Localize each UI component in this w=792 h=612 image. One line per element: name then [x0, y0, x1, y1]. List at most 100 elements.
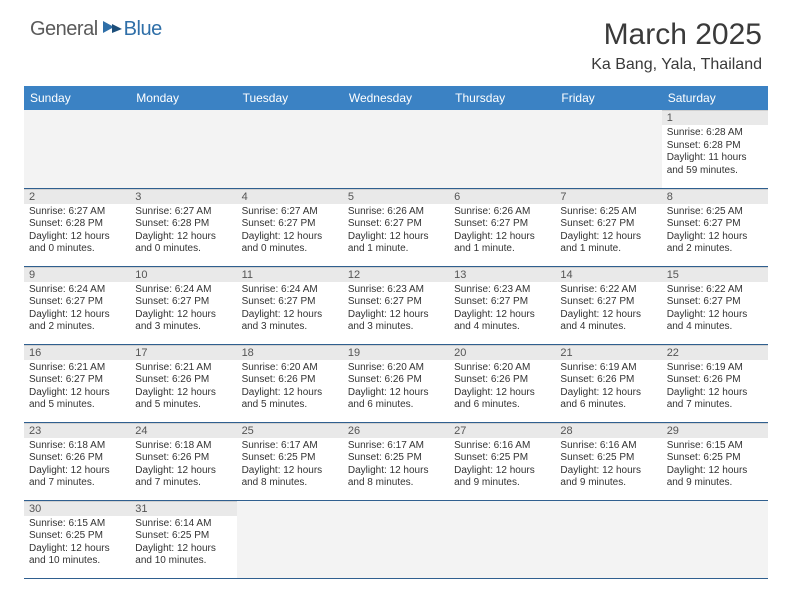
- sunset-text: Sunset: 6:25 PM: [454, 452, 550, 465]
- calendar-week-row: 1Sunrise: 6:28 AMSunset: 6:28 PMDaylight…: [24, 110, 768, 188]
- daylight-text: Daylight: 12 hours and 0 minutes.: [242, 231, 338, 256]
- sunrise-text: Sunrise: 6:24 AM: [242, 284, 338, 297]
- day-body: Sunrise: 6:17 AMSunset: 6:25 PMDaylight:…: [242, 440, 338, 490]
- daylight-text: Daylight: 12 hours and 5 minutes.: [135, 387, 231, 412]
- day-body: Sunrise: 6:18 AMSunset: 6:26 PMDaylight:…: [135, 440, 231, 490]
- day-number: 14: [555, 267, 661, 282]
- sunset-text: Sunset: 6:26 PM: [454, 374, 550, 387]
- sunset-text: Sunset: 6:27 PM: [348, 296, 444, 309]
- sunrise-text: Sunrise: 6:17 AM: [242, 440, 338, 453]
- sunset-text: Sunset: 6:26 PM: [135, 374, 231, 387]
- calendar-week-row: 9Sunrise: 6:24 AMSunset: 6:27 PMDaylight…: [24, 266, 768, 344]
- day-body: Sunrise: 6:25 AMSunset: 6:27 PMDaylight:…: [667, 206, 763, 256]
- day-body: Sunrise: 6:21 AMSunset: 6:27 PMDaylight:…: [29, 362, 125, 412]
- day-body: Sunrise: 6:20 AMSunset: 6:26 PMDaylight:…: [348, 362, 444, 412]
- day-number: 19: [343, 345, 449, 360]
- calendar-week-row: 2Sunrise: 6:27 AMSunset: 6:28 PMDaylight…: [24, 188, 768, 266]
- daylight-text: Daylight: 12 hours and 10 minutes.: [29, 543, 125, 568]
- calendar-day-cell: [24, 110, 130, 188]
- calendar-day-cell: 5Sunrise: 6:26 AMSunset: 6:27 PMDaylight…: [343, 188, 449, 266]
- sunrise-text: Sunrise: 6:20 AM: [454, 362, 550, 375]
- sunset-text: Sunset: 6:28 PM: [135, 218, 231, 231]
- daylight-text: Daylight: 12 hours and 4 minutes.: [454, 309, 550, 334]
- day-body: Sunrise: 6:27 AMSunset: 6:27 PMDaylight:…: [242, 206, 338, 256]
- daylight-text: Daylight: 12 hours and 7 minutes.: [29, 465, 125, 490]
- calendar-day-cell: 17Sunrise: 6:21 AMSunset: 6:26 PMDayligh…: [130, 344, 236, 422]
- calendar-day-cell: [555, 110, 661, 188]
- daylight-text: Daylight: 12 hours and 1 minute.: [560, 231, 656, 256]
- sunrise-text: Sunrise: 6:27 AM: [29, 206, 125, 219]
- sunset-text: Sunset: 6:26 PM: [667, 374, 763, 387]
- sunset-text: Sunset: 6:26 PM: [135, 452, 231, 465]
- sunset-text: Sunset: 6:27 PM: [348, 218, 444, 231]
- daylight-text: Daylight: 12 hours and 4 minutes.: [667, 309, 763, 334]
- col-friday: Friday: [555, 86, 661, 110]
- calendar-day-cell: 13 Sunrise: 6:23 AMSunset: 6:27 PMDayligh…: [449, 266, 555, 344]
- daylight-text: Daylight: 12 hours and 3 minutes.: [135, 309, 231, 334]
- sunrise-text: Sunrise: 6:22 AM: [667, 284, 763, 297]
- day-body: Sunrise: 6:27 AMSunset: 6:28 PMDaylight:…: [135, 206, 231, 256]
- sunset-text: Sunset: 6:25 PM: [29, 530, 125, 543]
- day-number: 22: [662, 345, 768, 360]
- sunset-text: Sunset: 6:27 PM: [242, 218, 338, 231]
- sunrise-text: Sunrise: 6:15 AM: [29, 518, 125, 531]
- day-body: Sunrise: 6:26 AMSunset: 6:27 PMDaylight:…: [348, 206, 444, 256]
- daylight-text: Daylight: 12 hours and 3 minutes.: [348, 309, 444, 334]
- calendar-day-cell: [237, 110, 343, 188]
- day-number: 2: [24, 189, 130, 204]
- day-body: Sunrise: 6:23 AMSunset: 6:27 PMDaylight:…: [454, 284, 550, 334]
- logo: General Blue: [30, 18, 162, 41]
- sunrise-text: Sunrise: 6:17 AM: [348, 440, 444, 453]
- day-number: 29: [662, 423, 768, 438]
- calendar-day-cell: 11Sunrise: 6:24 AMSunset: 6:27 PMDayligh…: [237, 266, 343, 344]
- sunset-text: Sunset: 6:27 PM: [242, 296, 338, 309]
- daylight-text: Daylight: 12 hours and 8 minutes.: [348, 465, 444, 490]
- day-number: 27: [449, 423, 555, 438]
- calendar-week-row: 30Sunrise: 6:15 AMSunset: 6:25 PMDayligh…: [24, 500, 768, 578]
- calendar-day-cell: [449, 110, 555, 188]
- sunrise-text: Sunrise: 6:25 AM: [667, 206, 763, 219]
- calendar-day-cell: 26Sunrise: 6:17 AMSunset: 6:25 PMDayligh…: [343, 422, 449, 500]
- calendar-day-cell: 16Sunrise: 6:21 AMSunset: 6:27 PMDayligh…: [24, 344, 130, 422]
- day-body: Sunrise: 6:22 AMSunset: 6:27 PMDaylight:…: [667, 284, 763, 334]
- sunrise-text: Sunrise: 6:18 AM: [29, 440, 125, 453]
- sunset-text: Sunset: 6:25 PM: [135, 530, 231, 543]
- calendar-day-cell: 23Sunrise: 6:18 AMSunset: 6:26 PMDayligh…: [24, 422, 130, 500]
- logo-text-general: General: [30, 18, 98, 41]
- col-wednesday: Wednesday: [343, 86, 449, 110]
- day-number: 25: [237, 423, 343, 438]
- day-body: Sunrise: 6:27 AMSunset: 6:28 PMDaylight:…: [29, 206, 125, 256]
- sunrise-text: Sunrise: 6:16 AM: [560, 440, 656, 453]
- day-body: Sunrise: 6:24 AMSunset: 6:27 PMDaylight:…: [242, 284, 338, 334]
- day-number: 26: [343, 423, 449, 438]
- sunrise-text: Sunrise: 6:25 AM: [560, 206, 656, 219]
- sunset-text: Sunset: 6:27 PM: [135, 296, 231, 309]
- day-number: 13: [449, 267, 555, 282]
- calendar-day-cell: 18Sunrise: 6:20 AMSunset: 6:26 PMDayligh…: [237, 344, 343, 422]
- day-body: Sunrise: 6:19 AMSunset: 6:26 PMDaylight:…: [560, 362, 656, 412]
- sunset-text: Sunset: 6:27 PM: [560, 296, 656, 309]
- sunset-text: Sunset: 6:25 PM: [560, 452, 656, 465]
- day-body: Sunrise: 6:19 AMSunset: 6:26 PMDaylight:…: [667, 362, 763, 412]
- sunrise-text: Sunrise: 6:18 AM: [135, 440, 231, 453]
- logo-text-blue: Blue: [124, 18, 162, 41]
- col-saturday: Saturday: [662, 86, 768, 110]
- sunrise-text: Sunrise: 6:20 AM: [348, 362, 444, 375]
- calendar-day-cell: 2 Sunrise: 6:27 AMSunset: 6:28 PMDaylight…: [24, 188, 130, 266]
- calendar-day-cell: 6Sunrise: 6:26 AMSunset: 6:27 PMDaylight…: [449, 188, 555, 266]
- sunrise-text: Sunrise: 6:22 AM: [560, 284, 656, 297]
- daylight-text: Daylight: 12 hours and 5 minutes.: [242, 387, 338, 412]
- daylight-text: Daylight: 12 hours and 6 minutes.: [348, 387, 444, 412]
- calendar-day-cell: 9Sunrise: 6:24 AMSunset: 6:27 PMDaylight…: [24, 266, 130, 344]
- daylight-text: Daylight: 12 hours and 6 minutes.: [454, 387, 550, 412]
- sunset-text: Sunset: 6:27 PM: [454, 296, 550, 309]
- calendar-day-cell: 25 Sunrise: 6:17 AMSunset: 6:25 PMDayligh…: [237, 422, 343, 500]
- calendar-day-cell: 7Sunrise: 6:25 AMSunset: 6:27 PMDaylight…: [555, 188, 661, 266]
- calendar-day-cell: [343, 500, 449, 578]
- day-body: Sunrise: 6:16 AMSunset: 6:25 PMDaylight:…: [454, 440, 550, 490]
- daylight-text: Daylight: 12 hours and 9 minutes.: [667, 465, 763, 490]
- calendar-week-row: 16Sunrise: 6:21 AMSunset: 6:27 PMDayligh…: [24, 344, 768, 422]
- day-number: 17: [130, 345, 236, 360]
- calendar-day-cell: 21Sunrise: 6:19 AMSunset: 6:26 PMDayligh…: [555, 344, 661, 422]
- sunrise-text: Sunrise: 6:26 AM: [454, 206, 550, 219]
